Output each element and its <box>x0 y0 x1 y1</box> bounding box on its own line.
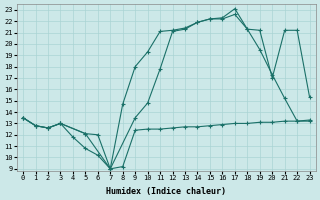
X-axis label: Humidex (Indice chaleur): Humidex (Indice chaleur) <box>106 187 226 196</box>
